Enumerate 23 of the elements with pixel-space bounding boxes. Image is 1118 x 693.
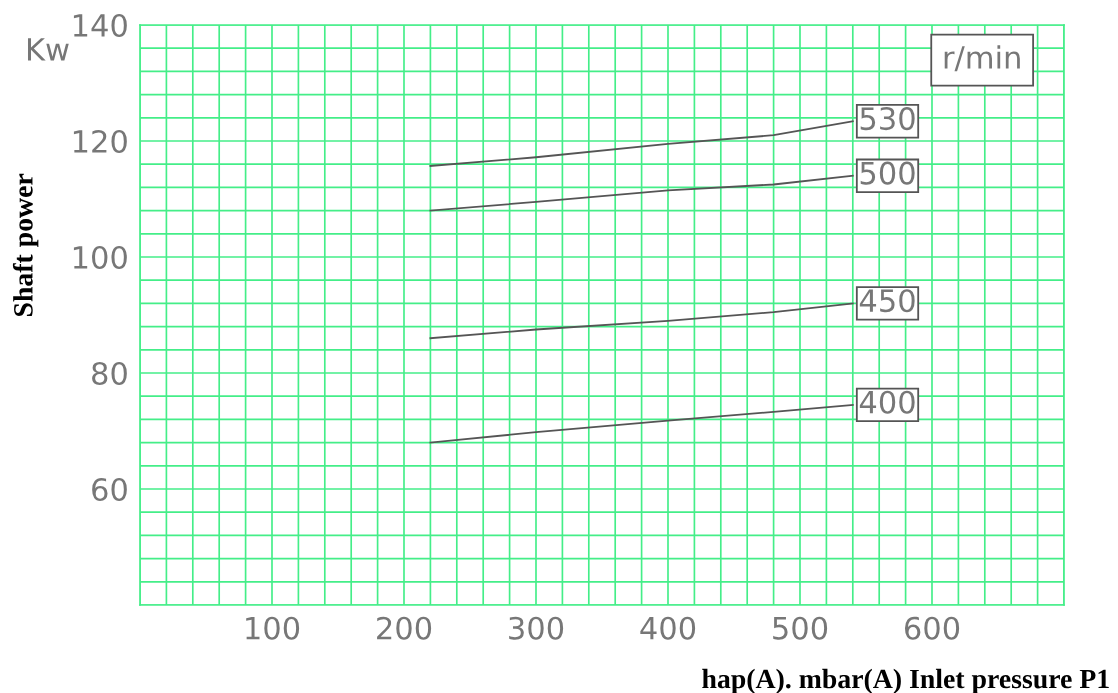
line-series [429,302,854,340]
series-label: 450 [859,289,915,313]
y-tick-label: 120 [73,129,127,154]
text: Kw [28,38,69,61]
y-tick-label: 100 [73,245,127,270]
y-tick-label: 60 [92,477,127,502]
x-tick-label: 600 [904,616,960,640]
x-tick-label: 500 [773,616,828,640]
y-tick-label: 140 [73,13,127,38]
x-tick-label: 100 [246,616,300,640]
series-label: 530 [860,107,915,131]
line-series [429,120,854,167]
x-tick-label: 400 [640,616,696,640]
x-tick-label: 300 [509,616,564,640]
line-series [429,174,854,212]
y-tick-label: 80 [92,361,127,386]
y-axis-title: Shaft power [12,173,39,317]
x-axis-title: hap(A). mbar(A) Inlet pressure P1 [702,668,1109,693]
x-tick-label: 200 [377,616,432,640]
legend-label: 500 [860,161,915,185]
series-label: 400 [859,390,915,414]
legend-title: r/min [944,45,1020,72]
line-series [429,403,854,444]
